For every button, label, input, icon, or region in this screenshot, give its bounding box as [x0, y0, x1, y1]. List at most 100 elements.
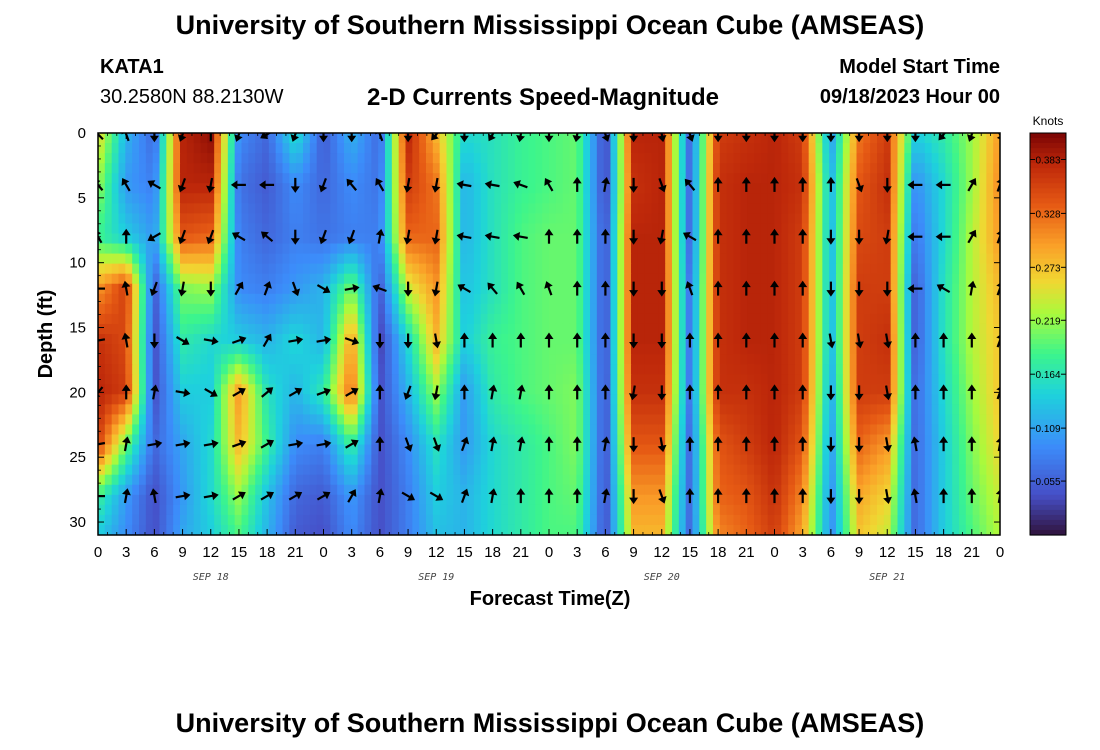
heatmap-cell	[644, 183, 653, 194]
heatmap-cell	[248, 374, 256, 385]
heatmap-cell	[296, 203, 304, 214]
heatmap-cell	[836, 183, 844, 194]
heatmap-cell	[651, 364, 659, 375]
heatmap-cell	[405, 223, 413, 235]
heatmap-cell	[173, 143, 181, 154]
heatmap-cell	[173, 133, 181, 144]
heatmap-cell	[180, 243, 188, 255]
heatmap-cell	[972, 183, 981, 194]
heatmap-cell	[842, 223, 851, 235]
heatmap-cell	[672, 273, 680, 285]
heatmap-cell	[385, 394, 393, 405]
heatmap-cell	[760, 444, 769, 456]
heatmap-cell	[480, 464, 489, 476]
heatmap-cell	[412, 404, 420, 415]
heatmap-cell	[549, 404, 557, 415]
heatmap-cell	[200, 183, 208, 194]
heatmap-cell	[665, 283, 673, 295]
heatmap-cell	[774, 223, 782, 235]
heatmap-cell	[829, 504, 837, 516]
heatmap-cell	[426, 454, 434, 466]
heatmap-cell	[945, 354, 953, 365]
heatmap-cell	[788, 183, 796, 194]
heatmap-cell	[829, 364, 837, 375]
heatmap-cell	[214, 253, 222, 265]
heatmap-cell	[262, 344, 270, 355]
heatmap-cell	[132, 273, 140, 285]
heatmap-cell	[234, 263, 243, 275]
heatmap-cell	[795, 404, 803, 415]
heatmap-cell	[883, 143, 892, 154]
heatmap-cell	[672, 364, 680, 375]
heatmap-cell	[473, 203, 482, 214]
heatmap-cell	[371, 323, 379, 335]
heatmap-cell	[938, 464, 946, 476]
heatmap-cell	[186, 193, 195, 204]
heatmap-cell	[316, 323, 325, 335]
heatmap-cell	[241, 233, 249, 245]
heatmap-cell	[945, 434, 953, 446]
heatmap-cell	[200, 414, 208, 426]
heatmap-cell	[460, 163, 468, 174]
heatmap-cell	[282, 504, 290, 516]
heatmap-cell	[193, 334, 202, 345]
heatmap-cell	[521, 364, 530, 375]
heatmap-cell	[535, 344, 543, 355]
heatmap-cell	[453, 454, 461, 466]
heatmap-cell	[227, 444, 236, 456]
heatmap-cell	[337, 253, 345, 265]
heatmap-cell	[781, 354, 789, 365]
heatmap-cell	[357, 253, 366, 265]
heatmap-cell	[590, 404, 598, 415]
heatmap-cell	[877, 283, 885, 295]
heatmap-cell	[487, 213, 495, 225]
heatmap-cell	[849, 394, 858, 405]
heatmap-cell	[234, 153, 243, 164]
heatmap-cell	[323, 273, 331, 285]
heatmap-cell	[719, 223, 728, 235]
heatmap-cell	[446, 153, 454, 164]
heatmap-cell	[296, 464, 304, 476]
heatmap-cell	[658, 344, 666, 355]
heatmap-cell	[719, 424, 728, 436]
heatmap-cell	[870, 424, 878, 436]
heatmap-cell	[378, 364, 386, 375]
heatmap-cell	[330, 374, 338, 385]
heatmap-cell	[665, 394, 673, 405]
heatmap-cell	[637, 133, 646, 144]
heatmap-cell	[897, 233, 905, 245]
heatmap-cell	[719, 404, 728, 415]
heatmap-cell	[152, 344, 161, 355]
heatmap-cell	[398, 293, 407, 305]
heatmap-cell	[371, 153, 379, 164]
heatmap-cell	[337, 444, 345, 456]
heatmap-cell	[931, 414, 940, 426]
heatmap-cell	[774, 283, 782, 295]
heatmap-cell	[405, 213, 413, 225]
heatmap-cell	[446, 293, 454, 305]
heatmap-cell	[774, 404, 782, 415]
heatmap-cell	[842, 454, 851, 466]
heatmap-cell	[945, 303, 953, 315]
heatmap-cell	[371, 293, 379, 305]
heatmap-cell	[350, 354, 359, 365]
heatmap-cell	[849, 494, 858, 506]
heatmap-cell	[508, 364, 516, 375]
heatmap-cell	[938, 283, 946, 295]
heatmap-cell	[918, 374, 926, 385]
heatmap-cell	[98, 494, 106, 506]
heatmap-cell	[678, 424, 687, 436]
heatmap-cell	[904, 203, 912, 214]
heatmap-cell	[193, 394, 202, 405]
heatmap-cell	[234, 313, 243, 325]
heatmap-cell	[173, 323, 181, 335]
heatmap-cell	[583, 323, 591, 335]
heatmap-cell	[842, 404, 851, 415]
heatmap-cell	[221, 384, 229, 395]
heatmap-cell	[234, 444, 243, 456]
heatmap-cell	[959, 283, 967, 295]
heatmap-cell	[118, 484, 126, 496]
heatmap-cell	[658, 223, 666, 235]
heatmap-cell	[118, 193, 126, 204]
heatmap-cell	[426, 364, 434, 375]
